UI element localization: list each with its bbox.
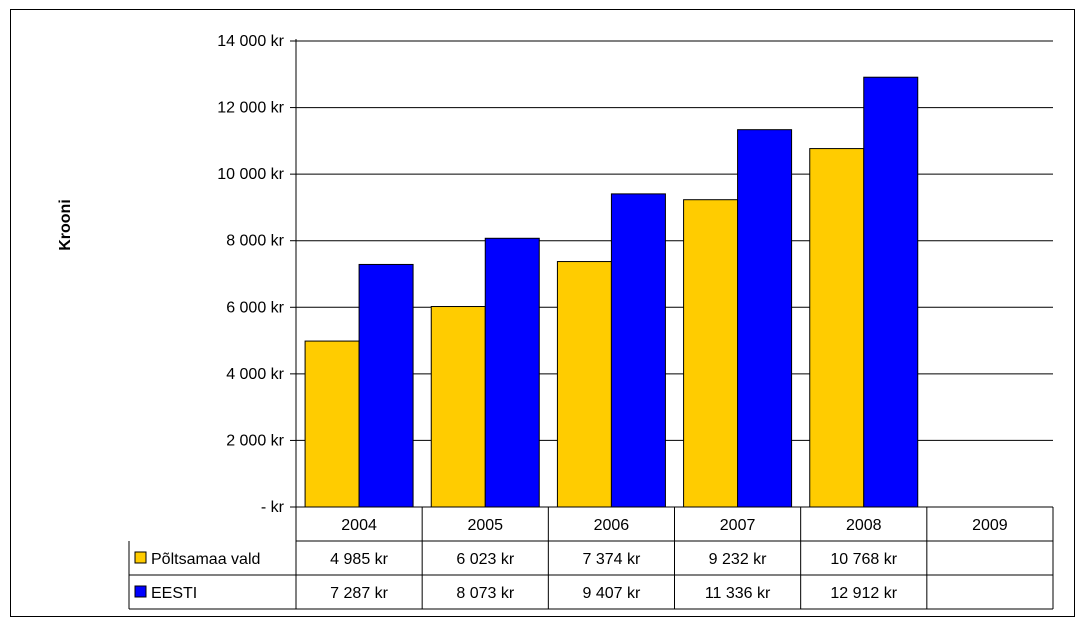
bar-eesti [484,237,540,508]
legend-label: EESTI [151,585,197,602]
data-label: 6 023 kr [456,551,514,568]
data-label: 12 912 kr [830,585,897,602]
data-label: 9 407 kr [583,585,641,602]
data-label: 8 073 kr [456,585,514,602]
bar-poltsamaa [683,199,739,508]
axes: - kr 2 000 kr 4 000 kr 6 000 kr 8 000 kr 10 0… [217,33,1053,609]
x-tick-label: 2004 [341,517,377,534]
data-label: 11 336 kr [705,585,771,602]
bar-eesti [358,263,414,508]
bar-eesti [863,76,919,508]
x-tick-label: 2007 [720,517,756,534]
y-tick-label: 12 000 kr [217,100,284,117]
bar-poltsamaa [556,261,612,508]
bar-poltsamaa [430,306,486,508]
y-tick-label: 10 000 kr [217,166,284,183]
data-label: 4 985 kr [330,551,388,568]
y-tick-label: 2 000 kr [226,432,284,449]
y-tick-label: 14 000 kr [217,33,284,50]
data-label: 9 232 kr [709,551,767,568]
bar-eesti [737,129,793,508]
y-tick-label: 4 000 kr [226,366,284,383]
data-label: 7 374 kr [583,551,641,568]
legend-swatch [134,551,147,564]
x-tick-label: 2008 [846,517,882,534]
data-label: 10 768 kr [830,551,897,568]
bars [304,76,919,508]
y-tick-label: - kr [261,499,285,516]
gridlines [296,40,1053,441]
chart-frame [10,9,1075,617]
legend-swatch [134,585,147,598]
data-label: 7 287 kr [330,585,388,602]
data-table: 2004 2005 2006 2007 2008 2009 Põltsamaa vald 4 … [128,507,1054,610]
bar-poltsamaa [809,148,865,508]
y-axis-label: Krooni [57,199,74,251]
y-tick-label: 6 000 kr [226,299,284,316]
bar-poltsamaa [304,340,360,508]
x-tick-label: 2005 [467,517,503,534]
legend-label: Põltsamaa vald [151,551,260,568]
x-tick-label: 2009 [972,517,1008,534]
x-tick-label: 2006 [594,517,630,534]
bar-eesti [610,193,666,508]
y-tick-label: 8 000 kr [226,233,284,250]
